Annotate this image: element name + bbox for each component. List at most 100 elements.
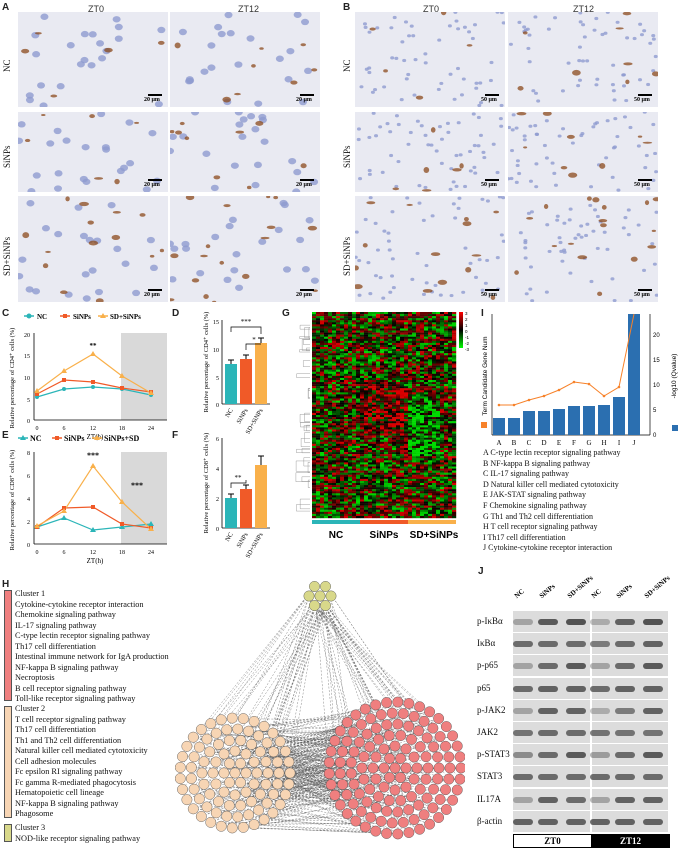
cluster-1-node xyxy=(383,730,395,741)
svg-text:2: 2 xyxy=(465,317,468,322)
right-axis-ticks: 0 5 10 15 20 xyxy=(653,333,660,439)
cluster-1-node xyxy=(386,817,398,829)
cluster-1-node xyxy=(373,734,384,745)
cluster-2-node xyxy=(223,800,235,811)
micrograph xyxy=(18,196,168,302)
cluster-1-node xyxy=(381,805,393,817)
ytick: 4 xyxy=(216,467,219,473)
chart-e: NC SiNPs SiNPs+SD 0 2 4 6 8 0 6 12 18 24… xyxy=(9,434,167,565)
blot-band xyxy=(643,685,663,692)
cluster-1-node xyxy=(422,762,434,774)
scale-bar xyxy=(485,179,499,181)
sig-annotation: *** xyxy=(87,451,99,460)
cluster-2-node xyxy=(221,724,233,736)
ytick: 10 xyxy=(24,376,30,382)
blot-band xyxy=(590,619,610,625)
cluster-1-node xyxy=(341,735,353,747)
svg-text:F: F xyxy=(572,439,576,447)
panel-b-label: B xyxy=(343,2,351,13)
cluster-2-node xyxy=(246,739,257,750)
cluster-3-node xyxy=(303,590,315,602)
cluster-2-node xyxy=(258,814,270,826)
cluster-1-node xyxy=(364,741,376,753)
row-label-b-nc: NC xyxy=(342,59,352,72)
y-axis-title: Relative percentage of CD8⁺ cells (%) xyxy=(9,450,16,551)
cluster-1-node xyxy=(381,697,393,708)
blot-band xyxy=(513,774,533,781)
sig-annotation: *** xyxy=(241,318,252,326)
cluster-1-node xyxy=(378,743,390,755)
cluster-1-node xyxy=(434,794,446,805)
bar-sdsinps xyxy=(255,343,267,404)
svg-text:I: I xyxy=(618,439,621,447)
legend-nc: NC xyxy=(37,313,47,321)
scale-bar-label: 50 μm xyxy=(481,97,497,103)
cluster-2-node xyxy=(210,727,222,739)
cluster-1-node xyxy=(403,827,415,838)
micrograph xyxy=(508,12,658,107)
points-sdsinps xyxy=(34,351,154,395)
group-label-sinps: SiNPs xyxy=(370,530,399,541)
cluster-1-node xyxy=(370,802,382,814)
micrograph xyxy=(355,12,505,107)
cluster-1-node xyxy=(411,762,423,774)
group-label-nc: NC xyxy=(329,530,343,541)
cluster-2-node xyxy=(273,767,285,779)
ytick: 10 xyxy=(213,348,219,354)
cluster-2-node xyxy=(251,767,263,779)
legend-sinpssd: SiNPs+SD xyxy=(104,434,139,443)
network-diagram xyxy=(175,581,465,840)
cluster-1-node xyxy=(370,699,382,711)
svg-text:3: 3 xyxy=(465,311,468,316)
cluster-1-node xyxy=(406,734,417,745)
cluster-2-node xyxy=(253,730,264,742)
cluster-2-node xyxy=(175,762,186,773)
blot-band xyxy=(590,774,610,781)
legend-bar-swatch xyxy=(672,425,678,431)
micrograph xyxy=(508,196,658,302)
blot-band xyxy=(615,663,635,670)
cluster-2-node xyxy=(210,778,222,790)
cluster-2-node xyxy=(207,767,219,779)
blot-band xyxy=(513,818,533,825)
scale-bar-label: 50 μm xyxy=(634,97,650,103)
cluster-1-node xyxy=(334,725,346,737)
lane-label: SiNPs xyxy=(614,582,634,600)
dark-phase-shade xyxy=(121,333,167,420)
blot-band xyxy=(513,685,533,692)
cluster-2-node xyxy=(195,811,207,822)
cluster-2-node xyxy=(196,767,208,779)
legend-line-swatch xyxy=(481,422,487,428)
micrograph xyxy=(355,196,505,302)
blot-band xyxy=(590,641,610,648)
line-gene-num-points xyxy=(497,380,621,407)
cluster-2-node xyxy=(283,778,295,790)
bar-A xyxy=(493,418,505,435)
cluster-3-swatch xyxy=(4,824,12,842)
cluster-1-node xyxy=(392,806,404,818)
cluster-3-node xyxy=(325,590,337,602)
cluster-1-node xyxy=(454,751,465,763)
cluster-1-node xyxy=(375,709,387,721)
ytick: 8 xyxy=(27,451,30,457)
cluster-2-node xyxy=(254,746,266,758)
cluster-2-node xyxy=(198,778,210,790)
cluster-3-node xyxy=(320,600,331,611)
line-gene-num xyxy=(499,313,635,406)
blot-band xyxy=(513,796,533,803)
ytick: 15 xyxy=(213,320,219,326)
cluster-2-node xyxy=(215,714,227,726)
scale-bar xyxy=(148,94,162,96)
bar-F xyxy=(568,406,580,435)
scale-bar xyxy=(148,179,162,181)
xtick: 12 xyxy=(90,550,96,556)
row-label-a-nc: NC xyxy=(2,59,12,72)
lane-label: NC xyxy=(512,587,526,600)
col-title-a-zt0: ZT0 xyxy=(88,4,105,14)
cluster-1-node xyxy=(350,815,362,827)
bar-I xyxy=(613,397,625,435)
cluster-1-node xyxy=(348,746,360,758)
y-axis-title: Relative percentage of CD4⁺ cells (%) xyxy=(203,312,210,413)
cluster-2-node xyxy=(194,793,205,805)
cluster-1-node xyxy=(345,757,357,768)
